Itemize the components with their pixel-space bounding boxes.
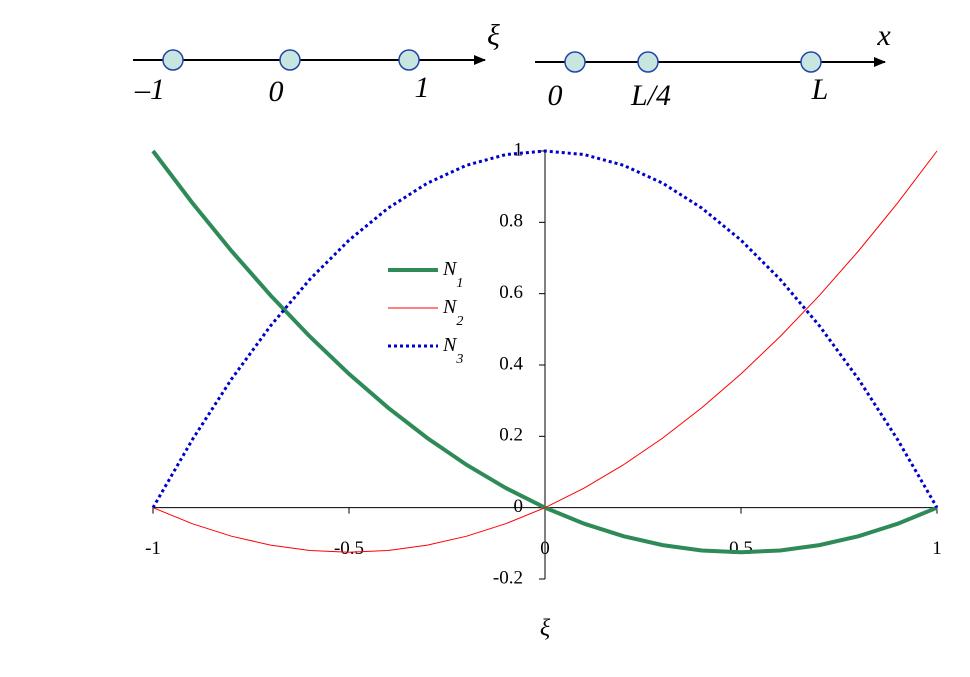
x-tick-label: -1 — [145, 538, 161, 559]
y-tick-label: 0 — [514, 496, 524, 517]
y-tick-label: 0.4 — [499, 353, 523, 374]
x-tick-label: 0 — [540, 538, 550, 559]
axis-label: ξ — [487, 19, 500, 52]
y-tick-label: 1 — [514, 139, 524, 160]
x-tick-label: -0.5 — [334, 538, 364, 559]
legend-label: N1 — [442, 258, 463, 292]
node-label: L — [811, 73, 829, 106]
node-label: –1 — [134, 73, 165, 106]
legend-label: N2 — [442, 296, 463, 330]
axis-label: x — [876, 19, 891, 52]
natural-diagram: ξ –1 0 1 — [133, 19, 500, 108]
x-axis-label: ξ — [540, 616, 551, 642]
node — [398, 49, 420, 71]
node — [800, 51, 822, 73]
x-tick-label: 1 — [932, 538, 942, 559]
node — [637, 51, 659, 73]
node-label: 0 — [269, 75, 284, 108]
y-tick-label: 0.6 — [499, 282, 523, 303]
node-label: 0 — [548, 79, 563, 112]
x-tick-label: 0.5 — [729, 538, 753, 559]
node — [279, 49, 301, 71]
y-tick-label: 0.2 — [499, 425, 523, 446]
legend-label: N3 — [442, 334, 463, 368]
y-tick-label: -0.2 — [493, 567, 523, 588]
y-tick-label: 0.8 — [499, 211, 523, 232]
node — [162, 49, 184, 71]
node-label: L/4 — [630, 79, 671, 112]
series-line — [151, 149, 939, 509]
physical-diagram: x 0 L/4 L — [535, 19, 891, 112]
series-line — [152, 150, 938, 553]
node-label: 1 — [415, 71, 430, 104]
node — [564, 51, 586, 73]
